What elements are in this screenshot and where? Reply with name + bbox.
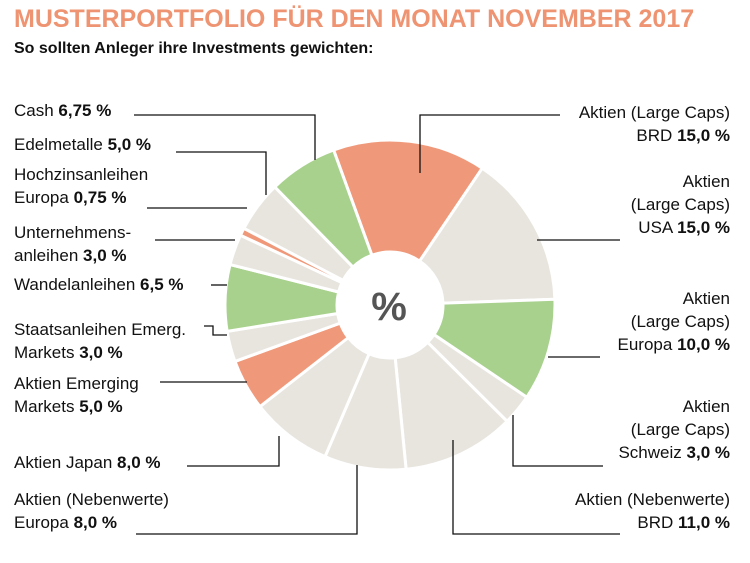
chart-title: MUSTERPORTFOLIO FÜR DEN MONAT NOVEMBER 2… — [14, 5, 695, 33]
slice-0 — [331, 138, 485, 264]
leader-line-slice-4 — [452, 440, 620, 535]
slice-label-5: Aktien (Nebenwerte) Europa 8,0 % — [14, 490, 169, 532]
slice-1 — [417, 166, 557, 305]
slice-label-1: Aktien (Large Caps) USA 15,0 % — [630, 172, 730, 237]
leader-line-slice-0 — [419, 114, 560, 173]
leader-line-slice-13 — [134, 114, 316, 160]
leader-line-slice-3 — [512, 415, 603, 467]
slice-label-3: Aktien (Large Caps) Schweiz 3,0 % — [618, 397, 730, 462]
leader-line-slice-5 — [136, 465, 358, 535]
leader-line-slice-6 — [187, 436, 280, 467]
slice-label-8: Staatsanleihen Emerg. Markets 3,0 % — [14, 320, 186, 362]
slice-label-0: Aktien (Large Caps) BRD 15,0 % — [578, 103, 730, 145]
slice-label-13: Cash 6,75 % — [14, 101, 112, 120]
slice-label-12: Edelmetalle 5,0 % — [14, 135, 152, 154]
slice-label-6: Aktien Japan 8,0 % — [14, 453, 161, 472]
slice-label-9: Wandelanleihen 6,5 % — [14, 275, 184, 294]
slice-label-10: Unternehmens- anleihen 3,0 % — [14, 223, 132, 265]
leader-lines — [134, 114, 620, 535]
slice-label-2: Aktien (Large Caps) Europa 10,0 % — [617, 289, 731, 354]
slice-label-4: Aktien (Nebenwerte) BRD 11,0 % — [575, 490, 730, 532]
leader-line-slice-8 — [204, 325, 227, 336]
leader-line-slice-12 — [176, 151, 267, 195]
slice-label-11: Hochzinsanleihen Europa 0,75 % — [14, 165, 149, 207]
donut-hole — [337, 252, 443, 358]
center-percent-label: % — [371, 285, 407, 329]
chart-subtitle: So sollten Anleger ihre Investments gewi… — [14, 40, 374, 57]
slice-label-7: Aktien Emerging Markets 5,0 % — [14, 374, 139, 416]
